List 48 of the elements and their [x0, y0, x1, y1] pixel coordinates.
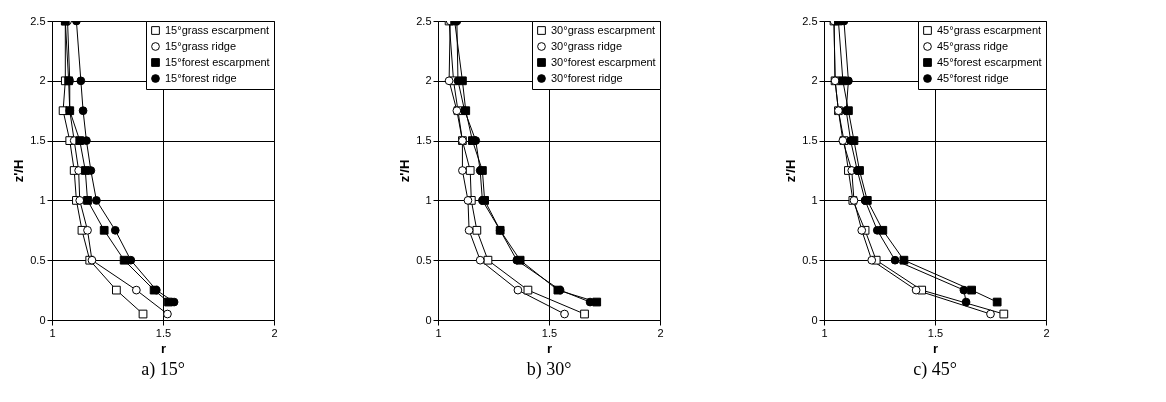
x-tick-label: 1.5 — [541, 326, 558, 339]
y-tick-label: 2 — [425, 74, 432, 87]
x-axis-title: r — [932, 340, 939, 356]
legend-label: 15°forest ridge — [165, 71, 237, 84]
y-tick-label: 2 — [39, 74, 46, 87]
y-tick-label: 0.5 — [30, 253, 46, 266]
y-tick-label: 2.5 — [802, 14, 818, 27]
legend-label: 45°forest ridge — [937, 71, 1009, 84]
x-tick-label: 2 — [271, 326, 278, 339]
legend-label: 30°forest ridge — [551, 71, 623, 84]
y-axis-title: z'/H — [783, 159, 799, 183]
x-tick-label: 1.5 — [155, 326, 172, 339]
legend-label: 15°grass ridge — [165, 39, 237, 52]
y-tick-label: 2 — [811, 74, 818, 87]
x-tick-label: 1 — [49, 326, 56, 339]
y-tick-label: 1 — [425, 193, 432, 206]
y-tick-label: 1 — [811, 193, 818, 206]
y-axis-title: z'/H — [11, 159, 27, 183]
y-tick-label: 0.5 — [416, 253, 432, 266]
y-tick-label: 0.5 — [802, 253, 818, 266]
y-tick-label: 2.5 — [30, 14, 46, 27]
legend-label: 45°grass escarpment — [937, 23, 1042, 36]
y-axis-title: z'/H — [397, 159, 413, 183]
text: c) 45° — [913, 359, 957, 380]
y-tick-label: 1.5 — [30, 134, 46, 147]
y-tick-label: 1.5 — [802, 134, 818, 147]
x-tick-label: 1.5 — [927, 326, 944, 339]
y-tick-label: 0 — [425, 313, 432, 326]
y-tick-label: 1.5 — [416, 134, 432, 147]
x-tick-label: 1 — [435, 326, 442, 339]
text: b) 30° — [526, 359, 572, 380]
y-tick-label: 0 — [811, 313, 818, 326]
legend-label: 30°grass ridge — [551, 39, 623, 52]
text: a) 15° — [141, 359, 185, 380]
y-tick-label: 0 — [39, 313, 46, 326]
x-tick-label: 1 — [821, 326, 828, 339]
legend-label: 45°grass ridge — [937, 39, 1009, 52]
x-axis-title: r — [546, 340, 553, 356]
y-tick-label: 1 — [39, 193, 46, 206]
legend-label: 30°grass escarpment — [551, 23, 656, 36]
x-tick-label: 2 — [657, 326, 664, 339]
legend-label: 15°grass escarpment — [165, 23, 270, 36]
legend-label: 30°forest escarpment — [551, 55, 656, 68]
x-tick-label: 2 — [1043, 326, 1050, 339]
legend-label: 45°forest escarpment — [937, 55, 1042, 68]
x-axis-title: r — [160, 340, 167, 356]
legend-label: 15°forest escarpment — [165, 55, 270, 68]
y-tick-label: 2.5 — [416, 14, 432, 27]
